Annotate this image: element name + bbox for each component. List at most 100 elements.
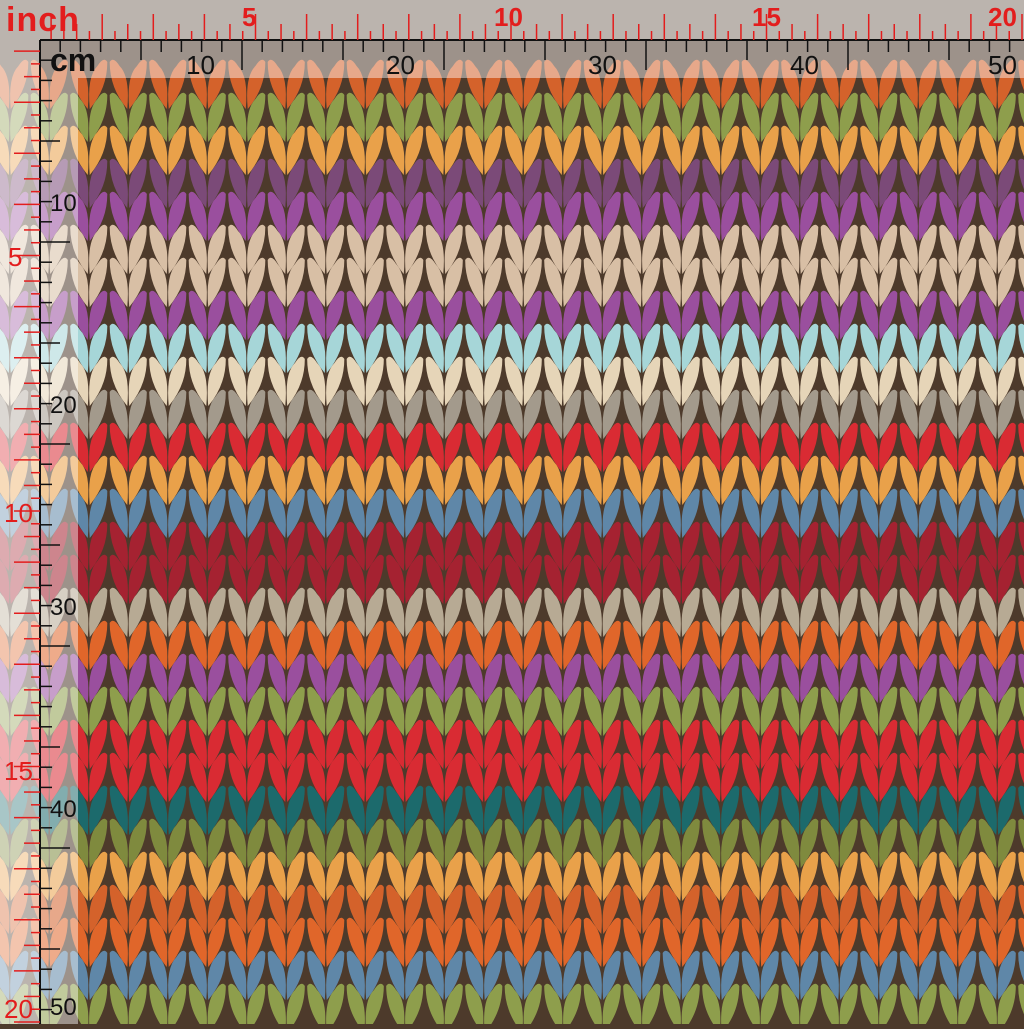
stitch-right-leg [958,521,977,571]
stitch-right-leg [168,455,187,505]
stitch-left-leg [741,191,760,241]
stitch-right-leg [326,587,345,637]
stitch-right-leg [89,752,108,802]
stitch-right-leg [326,950,345,1000]
stitch-left-leg [307,851,326,901]
stitch-right-leg [484,818,503,868]
stitch-right-leg [168,983,187,1029]
stitch-right-leg [128,191,147,241]
stitch-left-leg [741,521,760,571]
stitch-right-leg [49,422,68,472]
stitch-right-leg [800,752,819,802]
stitch-right-leg [405,224,424,274]
stitch-left-leg [899,686,918,736]
stitch-right-leg [207,686,226,736]
stitch-right-leg [681,389,700,439]
stitch-left-leg [188,686,207,736]
stitch-left-leg [623,521,642,571]
stitch-right-leg [721,125,740,175]
stitch-right-leg [523,917,542,967]
stitch-left-leg [702,290,721,340]
stitch-right-leg [918,851,937,901]
stitch-left-leg [109,686,128,736]
stitch-right-leg [721,620,740,670]
stitch-right-leg [484,422,503,472]
stitch-right-leg [642,851,661,901]
stitch-left-leg [583,356,602,406]
stitch-right-leg [563,917,582,967]
stitch-left-leg [978,884,997,934]
stitch-right-leg [997,158,1016,208]
stitch-left-leg [978,752,997,802]
stitch-left-leg [109,92,128,142]
stitch-left-leg [149,455,168,505]
stitch-right-leg [602,950,621,1000]
stitch-left-leg [228,587,247,637]
stitch-left-leg [504,686,523,736]
stitch-left-leg [741,59,760,109]
stitch-left-leg [386,92,405,142]
stitch-right-leg [721,488,740,538]
stitch-right-leg [800,125,819,175]
stitch-left-leg [820,59,839,109]
stitch-left-leg [465,191,484,241]
stitch-left-leg [544,356,563,406]
stitch-left-leg [386,521,405,571]
stitch-right-leg [168,59,187,109]
stitch-left-leg [583,125,602,175]
stitch-left-leg [860,686,879,736]
stitch-right-leg [839,59,858,109]
stitch-right-leg [839,554,858,604]
stitch-right-leg [681,290,700,340]
stitch-right-leg [642,455,661,505]
stitch-left-leg [939,983,958,1029]
stitch-right-leg [839,158,858,208]
stitch-right-leg [49,257,68,307]
stitch-right-leg [879,686,898,736]
stitch-right-leg [286,851,305,901]
stitch-right-leg [918,488,937,538]
stitch-right-leg [642,983,661,1029]
stitch-right-leg [49,356,68,406]
stitch-left-leg [899,290,918,340]
stitch-left-leg [70,422,89,472]
stitch-left-leg [465,785,484,835]
stitch-left-leg [346,59,365,109]
stitch-right-leg [49,587,68,637]
stitch-left-leg [267,785,286,835]
stitch-left-leg [188,752,207,802]
stitch-left-leg [781,356,800,406]
stitch-right-leg [958,356,977,406]
stitch-left-leg [70,752,89,802]
stitch-left-leg [267,455,286,505]
stitch-left-leg [978,455,997,505]
stitch-left-leg [899,851,918,901]
stitch-left-leg [623,620,642,670]
stitch-right-leg [405,653,424,703]
stitch-left-leg [544,785,563,835]
stitch-left-leg [386,224,405,274]
stitch-left-leg [1018,59,1024,91]
stitch-right-leg [918,554,937,604]
ruler-ticks [14,14,1024,1024]
stitch-right-leg [207,917,226,967]
stitch-right-leg [326,191,345,241]
stitch-left-leg [781,323,800,373]
stitch-left-leg [307,257,326,307]
stitch-left-leg [781,653,800,703]
stitch-left-leg [267,752,286,802]
stitch-left-leg [465,455,484,505]
stitch-left-leg [188,290,207,340]
stitch-left-leg [267,521,286,571]
stitch-left-leg [504,554,523,604]
stitch-right-leg [602,455,621,505]
stitch-left-leg [583,983,602,1029]
stitch-left-leg [465,686,484,736]
stitch-left-leg [425,488,444,538]
stitch-right-leg [800,851,819,901]
stitch-left-leg [267,59,286,109]
stitch-left-leg [465,587,484,637]
stitch-right-leg [326,224,345,274]
stitch-left-leg [860,257,879,307]
stitch-right-leg [365,917,384,967]
